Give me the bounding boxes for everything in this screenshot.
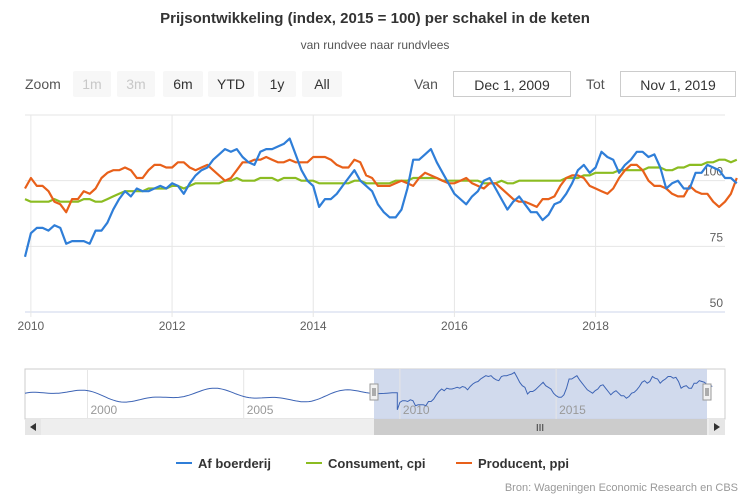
scroll-left-arrow-icon xyxy=(30,423,36,431)
series-line-af-boerderij[interactable] xyxy=(23,137,738,258)
navigator-tick-label: 2010 xyxy=(403,403,430,417)
x-tick-label: 2016 xyxy=(441,319,468,333)
scrollbar-thumb[interactable] xyxy=(374,419,707,435)
from-label: Van xyxy=(414,76,438,92)
chart-title: Prijsontwikkeling (index, 2015 = 100) pe… xyxy=(160,10,590,27)
navigator-tick-label: 2015 xyxy=(559,403,586,417)
legend-swatch-af-boerderij xyxy=(176,461,192,464)
x-tick-label: 2014 xyxy=(300,319,327,333)
series-line-producent-ppi[interactable] xyxy=(24,155,738,214)
from-date-input[interactable]: Dec 1, 2009 xyxy=(453,71,571,97)
zoom-1m-button[interactable]: 1m xyxy=(73,71,111,97)
x-tick-label: 2018 xyxy=(582,319,609,333)
zoom-all-button[interactable]: All xyxy=(302,71,342,97)
navigator-left-handle[interactable] xyxy=(369,383,379,401)
legend-item-producent-ppi[interactable]: Producent, ppi xyxy=(456,456,569,471)
legend-item-consument-cpi[interactable]: Consument, cpi xyxy=(306,456,426,471)
to-label: Tot xyxy=(586,76,605,92)
credits: Bron: Wageningen Economic Research en CB… xyxy=(504,482,738,494)
scrollbar-thumb-grip: III xyxy=(536,423,544,434)
zoom-3m-button[interactable]: 3m xyxy=(117,71,155,97)
chart-subtitle: van rundvee naar rundvlees xyxy=(300,38,450,52)
legend-label-af-boerderij: Af boerderij xyxy=(198,456,271,471)
scroll-right-arrow-icon xyxy=(714,423,720,431)
zoom-label: Zoom xyxy=(25,76,61,92)
x-tick-label: 2012 xyxy=(159,319,186,333)
navigator-tick-label: 2000 xyxy=(90,403,117,417)
x-tick-label: 2010 xyxy=(18,319,45,333)
navigator-right-handle[interactable] xyxy=(702,383,712,401)
to-date-input[interactable]: Nov 1, 2019 xyxy=(620,71,736,97)
y-tick-label: 100 xyxy=(703,165,723,179)
legend-swatch-producent-ppi xyxy=(456,461,472,464)
legend-label-producent-ppi: Producent, ppi xyxy=(478,456,569,471)
y-tick-label: 50 xyxy=(710,296,724,310)
navigator-tick-label: 2005 xyxy=(247,403,274,417)
y-tick-label: 75 xyxy=(710,230,724,244)
zoom-1y-button[interactable]: 1y xyxy=(258,71,296,97)
zoom-ytd-button[interactable]: YTD xyxy=(208,71,254,97)
legend-label-consument-cpi: Consument, cpi xyxy=(328,456,426,471)
legend-item-af-boerderij[interactable]: Af boerderij xyxy=(176,456,271,471)
legend-swatch-consument-cpi xyxy=(306,461,322,464)
zoom-6m-button[interactable]: 6m xyxy=(163,71,203,97)
